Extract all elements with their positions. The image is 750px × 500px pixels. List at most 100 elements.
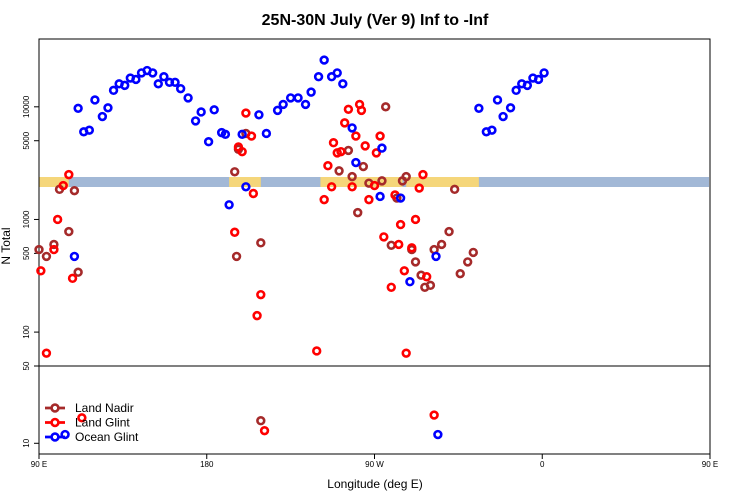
data-points — [34, 55, 549, 440]
land-glint-point — [356, 105, 367, 116]
ocean-glint-point — [511, 85, 521, 96]
ocean-glint-point — [97, 111, 108, 122]
ocean-glint-point — [131, 74, 141, 85]
ocean-glint-point — [60, 429, 70, 440]
land-glint-point — [64, 169, 74, 180]
legend-label-land-nadir: Land Nadir — [75, 401, 134, 415]
land-glint-point — [237, 146, 247, 157]
x-tick-label: 90 E — [31, 460, 47, 469]
land-glint-point — [369, 180, 380, 191]
land-nadir-point — [256, 416, 266, 426]
ocean-glint-point — [487, 125, 497, 135]
land-glint-point — [246, 131, 257, 141]
ocean-glint-point — [69, 251, 80, 262]
land-glint-point — [67, 273, 78, 284]
land-glint-point — [256, 289, 266, 300]
ocean-glint-point — [175, 83, 186, 94]
land-glint-point — [418, 169, 428, 180]
land-glint-point — [360, 141, 370, 151]
y-tick-label: 10 — [22, 438, 31, 447]
land-nadir-point — [334, 166, 344, 176]
legend-label-land-glint: Land Glint — [75, 416, 130, 430]
land-glint-point — [230, 227, 240, 237]
ocean-glint-point — [492, 95, 503, 105]
land-nadir-point — [231, 251, 242, 262]
land-nadir-point — [455, 268, 465, 279]
land-nadir-point — [462, 257, 473, 267]
land-nadir-point — [41, 251, 52, 262]
y-tick-label: 5000 — [22, 131, 31, 149]
land-glint-point — [407, 243, 417, 253]
ocean-glint-point — [220, 129, 231, 140]
ocean-glint-point — [209, 105, 219, 115]
ocean-glint-point — [241, 182, 251, 192]
land-glint-point — [77, 413, 87, 423]
x-tick-label: 90 W — [365, 460, 384, 469]
land-glint-point — [410, 214, 421, 225]
land-glint-point — [36, 266, 46, 276]
land-nadir-point — [49, 239, 59, 250]
x-tick-label: 0 — [540, 460, 545, 469]
y-axis: 10 50 100 500 1000 5000 10000 — [22, 95, 39, 448]
x-tick-label: 180 — [200, 460, 214, 469]
y-tick-label: 100 — [22, 325, 31, 339]
x-tick-label: 90 E — [702, 460, 718, 469]
land-glint-point — [351, 131, 361, 141]
ocean-glint-point — [293, 93, 303, 103]
land-nadir-point — [73, 267, 83, 277]
ocean-glint-point — [505, 103, 516, 113]
ocean-glint-point — [498, 111, 508, 122]
y-tick-label: 500 — [22, 246, 31, 260]
land-glint-point — [252, 310, 262, 321]
land-nadir-point — [69, 186, 80, 196]
land-glint-point — [312, 346, 322, 356]
land-nadir-point — [64, 226, 74, 237]
land-nadir-point — [425, 280, 436, 291]
ocean-glint-point — [183, 93, 193, 103]
land-nadir-point — [468, 247, 478, 258]
ocean-glint-point — [375, 191, 385, 202]
land-glint-point — [328, 138, 339, 148]
ocean-glint-point — [272, 105, 283, 116]
ocean-glint-point — [351, 157, 361, 168]
land-nadir-point — [230, 167, 240, 177]
land-glint-point — [58, 180, 68, 191]
ocean-glint-point — [338, 79, 348, 89]
land-glint-point — [319, 194, 329, 205]
land-nadir-point — [410, 257, 421, 267]
land-nadir-point — [256, 238, 266, 248]
land-glint-point — [41, 348, 52, 358]
land-glint-point — [379, 232, 389, 242]
ocean-glint-point — [237, 129, 247, 140]
ocean-glint-point — [539, 68, 549, 78]
x-axis-label: Longitude (deg E) — [327, 477, 422, 491]
ocean-glint-point — [203, 137, 214, 147]
land-nadir-point — [436, 239, 447, 250]
ocean-glint-point — [73, 103, 83, 114]
band-land — [320, 177, 403, 187]
land-nadir-point — [358, 161, 369, 172]
land-nadir-point — [353, 207, 363, 218]
ocean-glint-point — [522, 80, 533, 91]
land-nadir-point — [444, 226, 454, 237]
land-glint-point — [326, 182, 337, 192]
ocean-glint-point — [377, 143, 387, 153]
land-glint-point — [395, 219, 406, 230]
land-glint-point — [375, 131, 385, 141]
land-nadir-point — [347, 171, 357, 182]
band-land — [406, 177, 479, 187]
ocean-glint-point — [319, 55, 329, 65]
land-glint-point — [339, 118, 350, 128]
ocean-glint-point — [300, 99, 311, 110]
ocean-glint-point — [84, 125, 95, 135]
land-glint-point — [394, 239, 404, 250]
ocean-glint-point — [254, 110, 264, 120]
land-nadir-point — [401, 171, 411, 182]
land-glint-point — [323, 161, 333, 171]
ocean-glint-point — [196, 107, 206, 117]
ocean-glint-point — [103, 103, 113, 113]
x-axis: 90 E 180 90 W 0 90 E — [31, 454, 718, 469]
legend-marker-land-nadir — [50, 403, 60, 413]
ocean-glint-point — [90, 95, 100, 105]
